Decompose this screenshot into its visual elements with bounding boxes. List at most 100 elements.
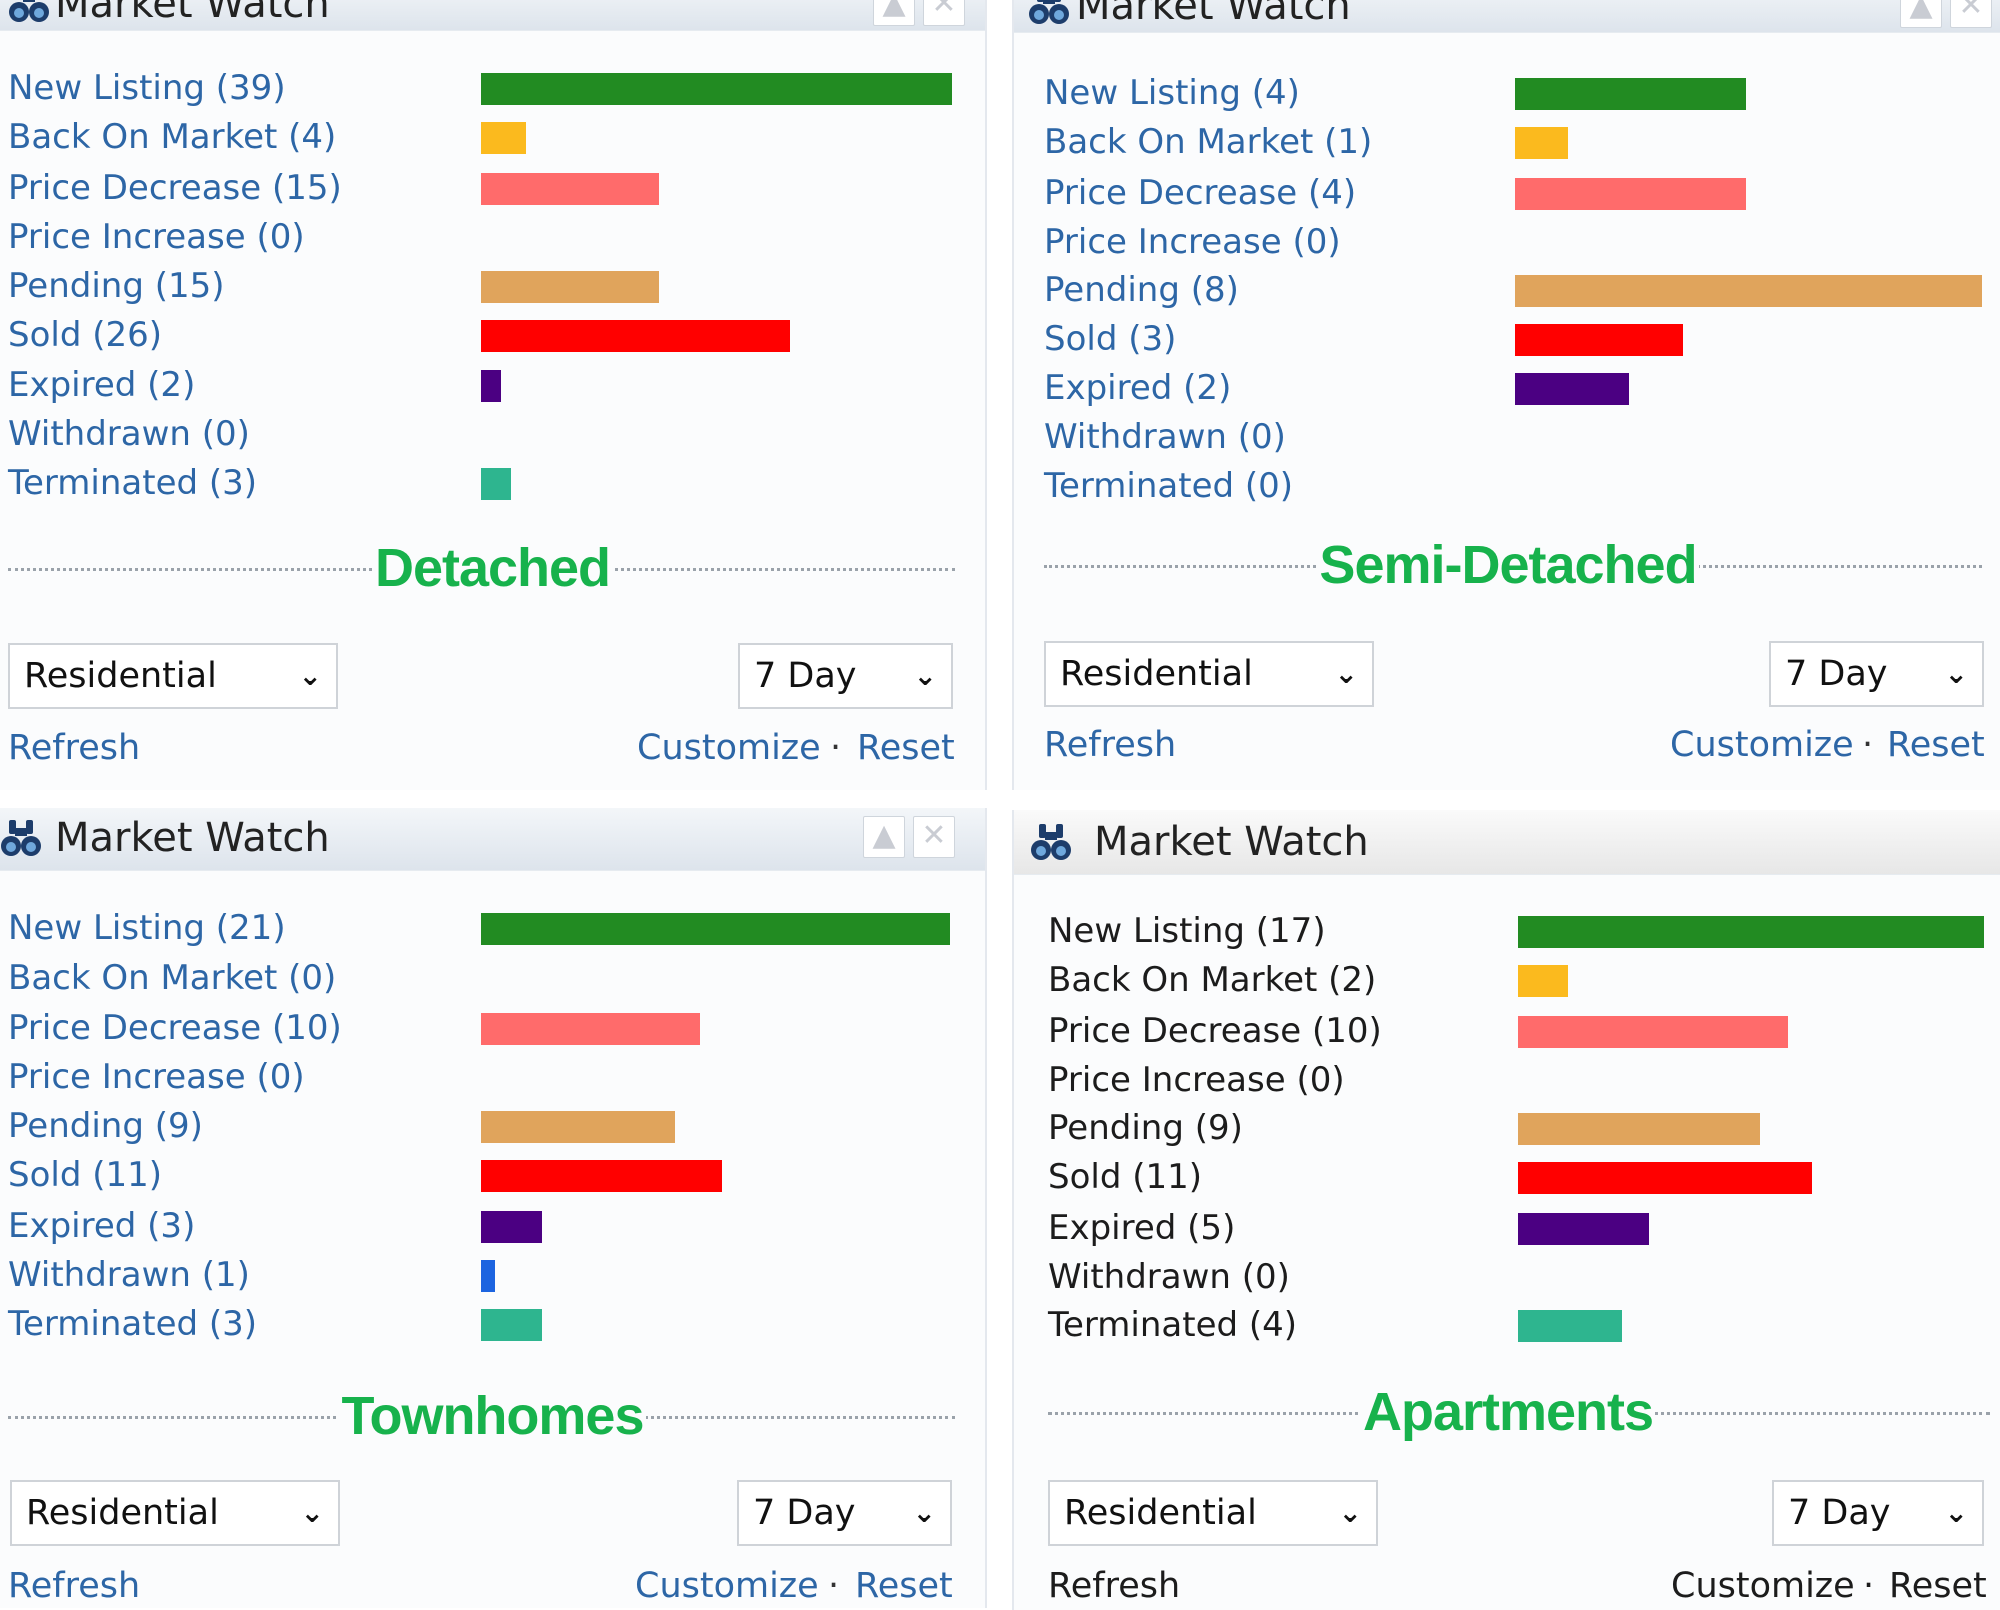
stat-row-sold[interactable]: Sold (26) (0, 312, 985, 358)
stat-link[interactable]: Expired (2) (8, 365, 196, 405)
stat-link[interactable]: Expired (2) (1044, 368, 1232, 408)
reset-link[interactable]: Reset (857, 728, 955, 768)
stat-link[interactable]: Expired (5) (1048, 1208, 1236, 1248)
customize-link[interactable]: Customize (1670, 725, 1854, 765)
close-button[interactable]: ✕ (1950, 0, 1992, 28)
customize-link[interactable]: Customize (635, 1566, 819, 1606)
stat-row-back-on-market[interactable]: Back On Market (4) (0, 114, 985, 160)
property-type-select[interactable]: Residential ⌄ (10, 1480, 340, 1546)
stat-row-terminated[interactable]: Terminated (3) (0, 460, 985, 506)
stat-row-sold[interactable]: Sold (11) (1014, 1154, 2000, 1200)
stat-link[interactable]: Back On Market (0) (8, 958, 337, 998)
refresh-link[interactable]: Refresh (1044, 725, 1177, 765)
property-type-select[interactable]: Residential ⌄ (8, 643, 338, 709)
stat-bar (481, 370, 501, 402)
stat-row-terminated[interactable]: Terminated (3) (0, 1301, 985, 1347)
stat-row-expired[interactable]: Expired (3) (0, 1203, 985, 1249)
stat-row-withdrawn[interactable]: Withdrawn (1) (0, 1252, 985, 1298)
stat-link[interactable]: New Listing (4) (1044, 73, 1300, 113)
close-button[interactable]: ✕ (923, 0, 965, 26)
stat-row-new-listing[interactable]: New Listing (39) (0, 65, 985, 111)
stat-link[interactable]: Withdrawn (0) (1044, 417, 1286, 457)
reset-link[interactable]: Reset (1887, 725, 1985, 765)
stat-link[interactable]: Price Decrease (15) (8, 168, 342, 208)
stat-link[interactable]: New Listing (21) (8, 908, 286, 948)
stat-row-back-on-market[interactable]: Back On Market (2) (1014, 957, 2000, 1003)
property-type-select[interactable]: Residential ⌄ (1044, 641, 1374, 707)
refresh-link[interactable]: Refresh (1048, 1566, 1181, 1606)
refresh-link[interactable]: Refresh (8, 1566, 141, 1606)
property-type-select[interactable]: Residential ⌄ (1048, 1480, 1378, 1546)
stat-link[interactable]: Price Decrease (10) (1048, 1011, 1382, 1051)
reset-link[interactable]: Reset (1889, 1566, 1987, 1606)
stat-row-price-increase[interactable]: Price Increase (0) (1014, 1057, 2000, 1103)
stat-link[interactable]: Terminated (0) (1044, 466, 1294, 506)
stat-row-expired[interactable]: Expired (5) (1014, 1205, 2000, 1251)
stat-row-withdrawn[interactable]: Withdrawn (0) (1014, 414, 2000, 460)
stat-link[interactable]: Price Increase (0) (1044, 222, 1341, 262)
stat-row-withdrawn[interactable]: Withdrawn (0) (0, 411, 985, 457)
stat-row-terminated[interactable]: Terminated (0) (1014, 463, 2000, 509)
stat-link[interactable]: Pending (9) (8, 1106, 203, 1146)
collapse-button[interactable]: ▲ (1900, 0, 1942, 28)
stat-row-price-increase[interactable]: Price Increase (0) (1014, 219, 2000, 265)
stat-link[interactable]: Sold (26) (8, 315, 163, 355)
stat-row-sold[interactable]: Sold (11) (0, 1152, 985, 1198)
stat-row-price-increase[interactable]: Price Increase (0) (0, 214, 985, 260)
stat-link[interactable]: Pending (8) (1044, 270, 1239, 310)
collapse-button[interactable]: ▲ (873, 0, 915, 26)
stat-link[interactable]: Price Increase (0) (1048, 1060, 1345, 1100)
stat-link[interactable]: Price Increase (0) (8, 217, 305, 257)
stat-link[interactable]: Withdrawn (0) (1048, 1257, 1290, 1297)
refresh-link[interactable]: Refresh (8, 728, 141, 768)
stat-link[interactable]: Price Decrease (10) (8, 1008, 342, 1048)
stat-row-expired[interactable]: Expired (2) (1014, 365, 2000, 411)
period-select[interactable]: 7 Day ⌄ (1772, 1480, 1984, 1546)
stat-row-expired[interactable]: Expired (2) (0, 362, 985, 408)
period-select[interactable]: 7 Day ⌄ (1769, 641, 1984, 707)
stat-link[interactable]: Back On Market (2) (1048, 960, 1377, 1000)
stat-row-withdrawn[interactable]: Withdrawn (0) (1014, 1254, 2000, 1300)
stat-row-sold[interactable]: Sold (3) (1014, 316, 2000, 362)
stat-row-new-listing[interactable]: New Listing (4) (1014, 70, 2000, 116)
stat-row-back-on-market[interactable]: Back On Market (1) (1014, 119, 2000, 165)
stat-row-new-listing[interactable]: New Listing (17) (1014, 908, 2000, 954)
stat-row-price-decrease[interactable]: Price Decrease (15) (0, 165, 985, 211)
stat-link[interactable]: New Listing (39) (8, 68, 286, 108)
stat-link[interactable]: New Listing (17) (1048, 911, 1326, 951)
stat-row-pending[interactable]: Pending (9) (0, 1103, 985, 1149)
stat-row-price-decrease[interactable]: Price Decrease (4) (1014, 170, 2000, 216)
customize-link[interactable]: Customize (637, 728, 821, 768)
customize-link[interactable]: Customize (1671, 1566, 1855, 1606)
period-select[interactable]: 7 Day ⌄ (737, 1480, 952, 1546)
stat-row-price-increase[interactable]: Price Increase (0) (0, 1054, 985, 1100)
stat-row-pending[interactable]: Pending (9) (1014, 1105, 2000, 1151)
stat-link[interactable]: Back On Market (4) (8, 117, 337, 157)
reset-link[interactable]: Reset (855, 1566, 953, 1606)
stat-row-pending[interactable]: Pending (8) (1014, 267, 2000, 313)
stat-link[interactable]: Sold (11) (1048, 1157, 1203, 1197)
stat-link[interactable]: Withdrawn (1) (8, 1255, 250, 1295)
stat-row-new-listing[interactable]: New Listing (21) (0, 905, 985, 951)
stat-link[interactable]: Terminated (3) (8, 463, 258, 503)
category-label: Detached (372, 538, 613, 598)
stat-link[interactable]: Price Increase (0) (8, 1057, 305, 1097)
stat-link[interactable]: Sold (3) (1044, 319, 1177, 359)
period-select[interactable]: 7 Day ⌄ (738, 643, 953, 709)
stat-link[interactable]: Terminated (4) (1048, 1305, 1298, 1345)
close-button[interactable]: ✕ (913, 816, 955, 858)
stat-link[interactable]: Withdrawn (0) (8, 414, 250, 454)
stat-link[interactable]: Terminated (3) (8, 1304, 258, 1344)
stat-link[interactable]: Back On Market (1) (1044, 122, 1373, 162)
stat-row-pending[interactable]: Pending (15) (0, 263, 985, 309)
stat-link[interactable]: Pending (15) (8, 266, 225, 306)
stat-row-back-on-market[interactable]: Back On Market (0) (0, 955, 985, 1001)
stat-row-price-decrease[interactable]: Price Decrease (10) (1014, 1008, 2000, 1054)
stat-link[interactable]: Expired (3) (8, 1206, 196, 1246)
stat-link[interactable]: Price Decrease (4) (1044, 173, 1357, 213)
stat-link[interactable]: Pending (9) (1048, 1108, 1243, 1148)
stat-row-terminated[interactable]: Terminated (4) (1014, 1302, 2000, 1348)
stat-row-price-decrease[interactable]: Price Decrease (10) (0, 1005, 985, 1051)
collapse-button[interactable]: ▲ (863, 816, 905, 858)
stat-link[interactable]: Sold (11) (8, 1155, 163, 1195)
